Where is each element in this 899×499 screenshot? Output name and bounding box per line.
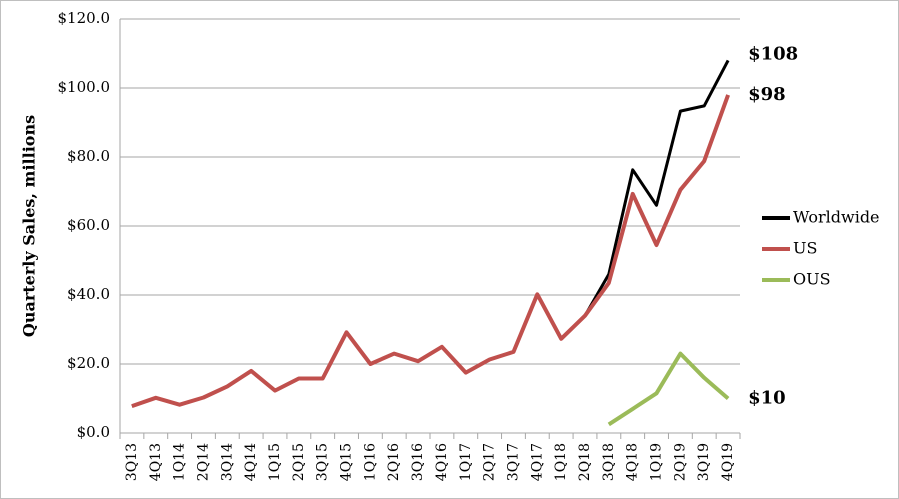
y-tick-label: $80.0	[67, 147, 110, 165]
x-tick-label: 1Q16	[362, 443, 378, 481]
x-tick-label: 4Q16	[434, 443, 450, 481]
y-tick-label: $120.0	[58, 9, 111, 27]
x-tick-label: 2Q18	[577, 443, 593, 481]
legend-label: OUS	[793, 270, 831, 289]
x-tick-label: 4Q17	[529, 443, 545, 481]
y-tick-label: $40.0	[67, 285, 110, 303]
end-label: $98	[748, 84, 786, 105]
y-tick-label: $100.0	[58, 78, 111, 96]
y-axis-label: Quarterly Sales, millions	[20, 115, 39, 337]
x-tick-label: 2Q14	[195, 443, 211, 481]
x-tick-label: 3Q17	[505, 443, 521, 481]
x-tick-label: 1Q15	[267, 443, 283, 481]
x-tick-label: 2Q19	[672, 443, 688, 481]
x-tick-label: 3Q16	[410, 443, 426, 481]
end-label: $108	[748, 43, 798, 64]
x-tick-label: 3Q14	[219, 443, 235, 481]
y-tick-label: $20.0	[67, 354, 110, 372]
legend-label: Worldwide	[793, 208, 880, 227]
x-tick-label: 4Q18	[625, 443, 641, 481]
x-tick-label: 1Q18	[553, 443, 569, 481]
series-line	[131, 94, 730, 408]
x-tick-label: 4Q13	[148, 443, 164, 481]
x-tick-label: 4Q19	[720, 443, 736, 481]
x-tick-label: 3Q18	[601, 443, 617, 481]
x-tick-label: 3Q13	[124, 443, 140, 481]
x-tick-label: 1Q17	[458, 443, 474, 481]
series-line	[607, 351, 730, 427]
x-tick-label: 1Q14	[172, 443, 188, 481]
end-label: $10	[748, 388, 786, 409]
x-tick-label: 2Q17	[482, 443, 498, 481]
x-tick-label: 3Q19	[696, 443, 712, 481]
legend-label: US	[793, 239, 817, 258]
x-tick-label: 4Q15	[339, 443, 355, 481]
x-tick-label: 1Q19	[649, 443, 665, 481]
x-tick-label: 3Q15	[315, 443, 331, 481]
x-tick-label: 2Q15	[291, 443, 307, 481]
y-tick-label: $60.0	[67, 216, 110, 234]
x-tick-label: 2Q16	[386, 443, 402, 481]
y-tick-label: $0.0	[77, 423, 110, 441]
x-tick-label: 4Q14	[243, 443, 259, 481]
